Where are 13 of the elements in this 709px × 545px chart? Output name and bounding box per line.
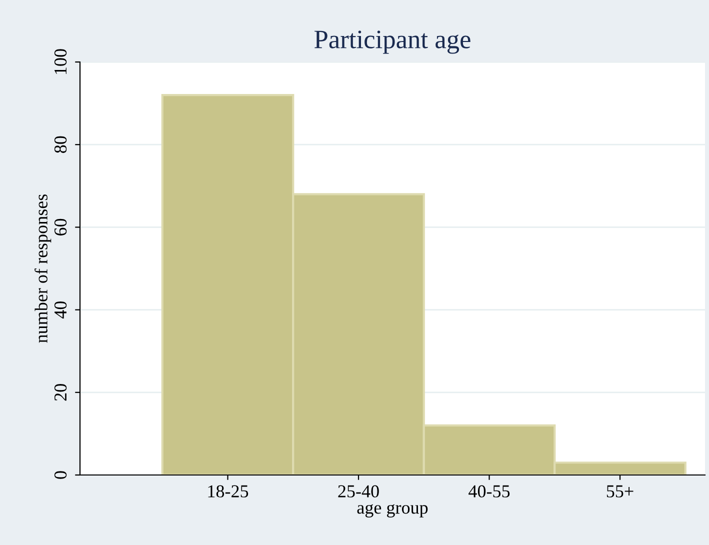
y-tick-label: 100 [54, 49, 67, 74]
chart-title: Participant age [314, 30, 470, 54]
x-tick-label: 55+ [606, 485, 634, 498]
y-tick-label: 40 [54, 301, 67, 318]
x-axis-title: age group [357, 504, 428, 518]
y-axis-title: number of responses [34, 194, 52, 343]
x-tick-label: 40-55 [468, 485, 510, 498]
y-tick-label: 0 [54, 471, 67, 479]
x-tick-label: 18-25 [208, 485, 248, 498]
y-tick-label: 80 [54, 136, 67, 153]
y-tick-label: 20 [54, 384, 67, 401]
y-tick-label: 60 [54, 218, 67, 236]
x-tick-label: 25-40 [338, 485, 379, 498]
